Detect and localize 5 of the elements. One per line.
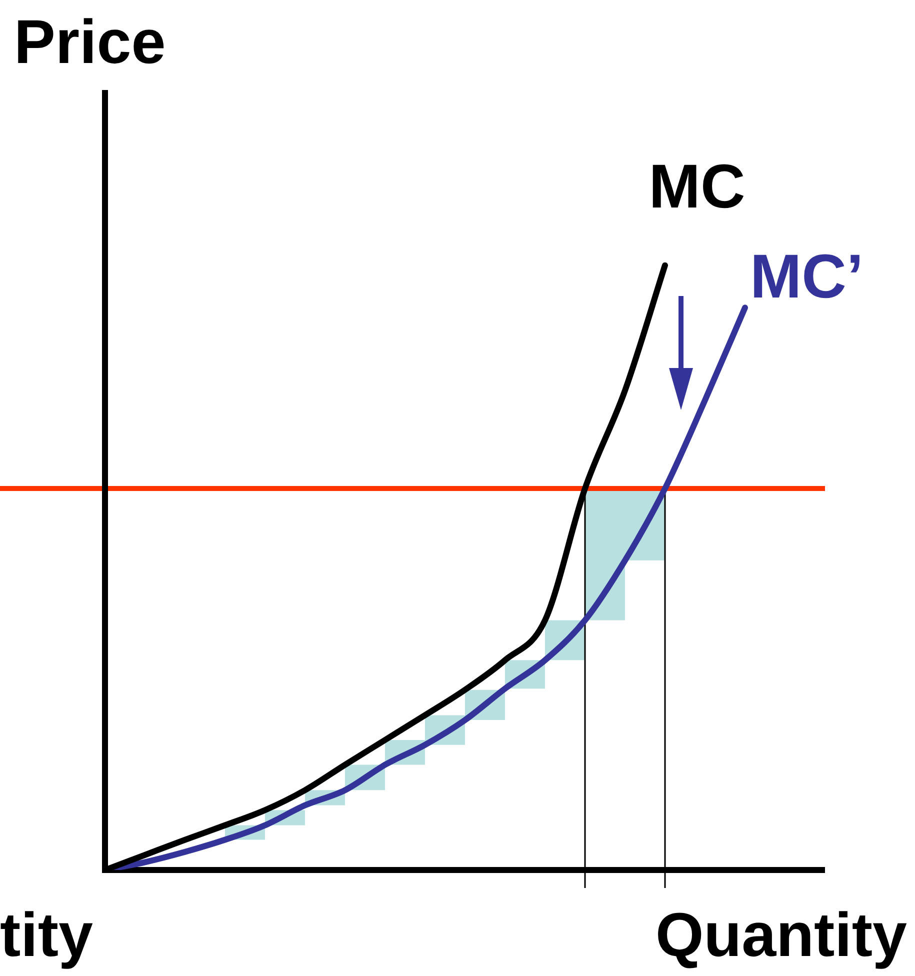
y-axis-title: Price [14, 8, 166, 77]
series-label: MC’ [750, 242, 864, 312]
text: tity [0, 901, 93, 970]
series-label: MC [648, 152, 746, 222]
x-axis-title: Quantity [656, 901, 907, 970]
